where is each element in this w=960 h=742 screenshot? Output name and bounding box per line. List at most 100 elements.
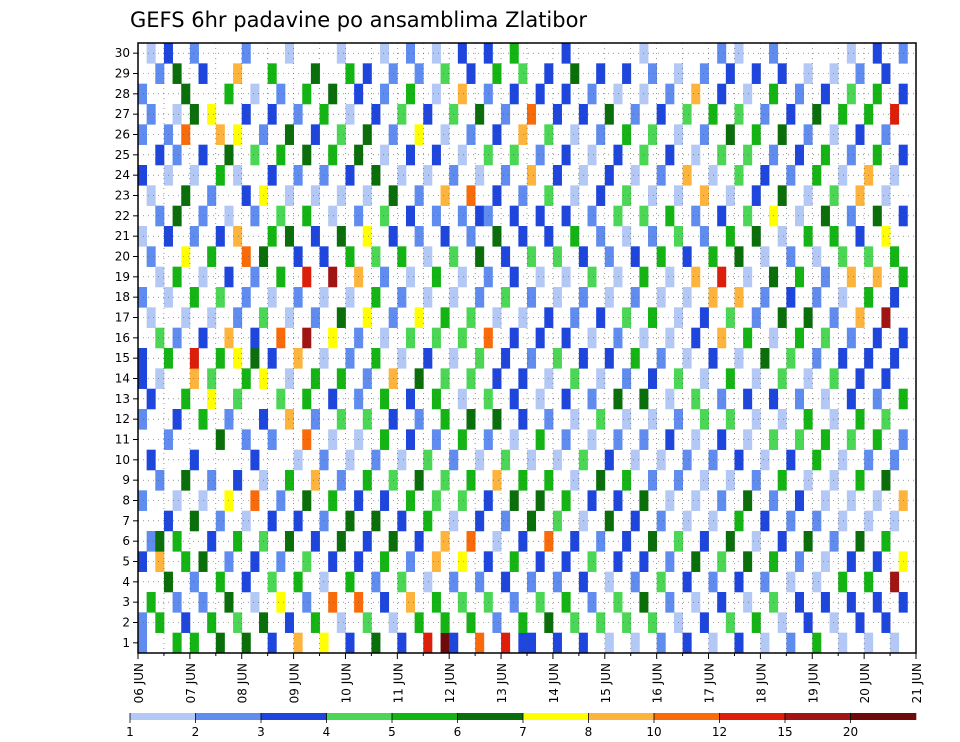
y-tick-label: 7 <box>122 514 130 528</box>
heatmap-cell <box>630 571 640 593</box>
heatmap-cell <box>570 307 580 328</box>
heatmap-cell <box>371 246 381 267</box>
heatmap-cell <box>527 104 537 125</box>
heatmap-cell <box>155 266 165 288</box>
heatmap-cell <box>561 144 571 166</box>
heatmap-cell <box>475 571 485 593</box>
heatmap-cell <box>717 266 727 288</box>
heatmap-cell <box>725 185 735 206</box>
heatmap-cell <box>172 531 182 552</box>
heatmap-cell <box>466 409 476 430</box>
heatmap-cell <box>656 449 666 471</box>
heatmap-cell <box>380 490 390 511</box>
heatmap-cell <box>267 632 277 654</box>
heatmap-cell <box>172 632 182 654</box>
heatmap-cell <box>284 531 294 552</box>
heatmap-cell <box>362 470 372 491</box>
heatmap-cell <box>492 307 502 328</box>
heatmap-cell <box>207 368 217 389</box>
heatmap-cell <box>587 388 597 410</box>
heatmap-cell <box>457 83 467 105</box>
heatmap-cell <box>751 368 761 389</box>
heatmap-cell <box>794 83 805 105</box>
heatmap-cell <box>215 571 225 593</box>
heatmap-cell <box>881 470 891 491</box>
heatmap-cell <box>760 165 770 186</box>
heatmap-cell <box>414 368 424 389</box>
heatmap-cell <box>570 531 580 552</box>
heatmap-cell <box>302 144 312 166</box>
heatmap-cell <box>207 246 217 267</box>
heatmap-cell <box>250 205 260 227</box>
heatmap-cell <box>717 43 727 64</box>
y-tick-label: 5 <box>122 555 130 569</box>
colorbar-label: 10 <box>646 725 661 739</box>
heatmap-cell <box>241 104 251 125</box>
colorbar-swatch <box>457 713 524 720</box>
heatmap-cell <box>820 266 830 288</box>
heatmap-cell <box>319 348 329 369</box>
heatmap-cell <box>241 510 251 532</box>
heatmap-cell <box>189 104 199 125</box>
colorbar-label: 2 <box>192 725 200 739</box>
heatmap-cell <box>829 531 839 552</box>
heatmap-cell <box>838 510 848 532</box>
heatmap-cell <box>509 43 519 64</box>
heatmap-cell <box>812 348 822 369</box>
heatmap-cell <box>864 632 874 654</box>
colorbar-label: 20 <box>843 725 858 739</box>
heatmap-cell <box>820 327 830 349</box>
heatmap-cell <box>189 632 199 654</box>
colorbar-label: 4 <box>323 725 331 739</box>
y-tick-label: 11 <box>115 433 130 447</box>
heatmap-cell <box>466 124 476 145</box>
heatmap-cell <box>872 83 882 105</box>
heatmap-cell <box>699 470 709 491</box>
heatmap-cell <box>596 307 606 328</box>
heatmap-cell <box>189 226 199 247</box>
heatmap-cell <box>440 307 450 328</box>
heatmap-cell <box>777 226 787 247</box>
heatmap-cell <box>613 388 623 410</box>
heatmap-cell <box>751 470 761 491</box>
heatmap-cell <box>743 592 753 613</box>
heatmap-cell <box>872 388 882 410</box>
x-tick-label: 13 JUN <box>495 663 509 703</box>
heatmap-cell <box>890 449 900 471</box>
heatmap-cell <box>233 63 243 84</box>
y-tick-label: 19 <box>115 270 130 284</box>
heatmap-cell <box>250 348 260 369</box>
heatmap-cell <box>302 205 312 227</box>
heatmap-cell <box>172 104 182 125</box>
heatmap-cell <box>717 144 727 166</box>
chart-title: GEFS 6hr padavine po ansamblima Zlatibor <box>130 8 587 32</box>
heatmap-cell <box>578 632 588 654</box>
heatmap-cell <box>405 327 416 349</box>
heatmap-cell <box>328 490 338 511</box>
heatmap-cell <box>622 185 632 206</box>
heatmap-cell <box>466 612 476 633</box>
heatmap-cell <box>181 612 191 633</box>
y-tick-label: 9 <box>122 473 130 487</box>
heatmap-cell <box>786 571 796 593</box>
heatmap-cell <box>181 307 191 328</box>
heatmap-cell <box>552 246 562 267</box>
heatmap-cell <box>518 124 528 145</box>
heatmap-cell <box>794 144 805 166</box>
heatmap-cell <box>812 449 822 471</box>
heatmap-cell <box>846 490 856 511</box>
heatmap-cell <box>820 388 830 410</box>
heatmap-cell <box>146 246 156 267</box>
heatmap-cell <box>648 531 658 552</box>
heatmap-cell <box>380 43 390 64</box>
heatmap-cell <box>613 490 623 511</box>
heatmap-cell <box>319 510 329 532</box>
heatmap-cell <box>362 531 372 552</box>
heatmap-cell <box>760 104 770 125</box>
heatmap-cell <box>846 144 856 166</box>
heatmap-cell <box>345 449 355 471</box>
heatmap-cell <box>725 612 735 633</box>
heatmap-cell <box>336 368 346 389</box>
heatmap-cell <box>457 43 467 64</box>
heatmap-cell <box>215 348 225 369</box>
